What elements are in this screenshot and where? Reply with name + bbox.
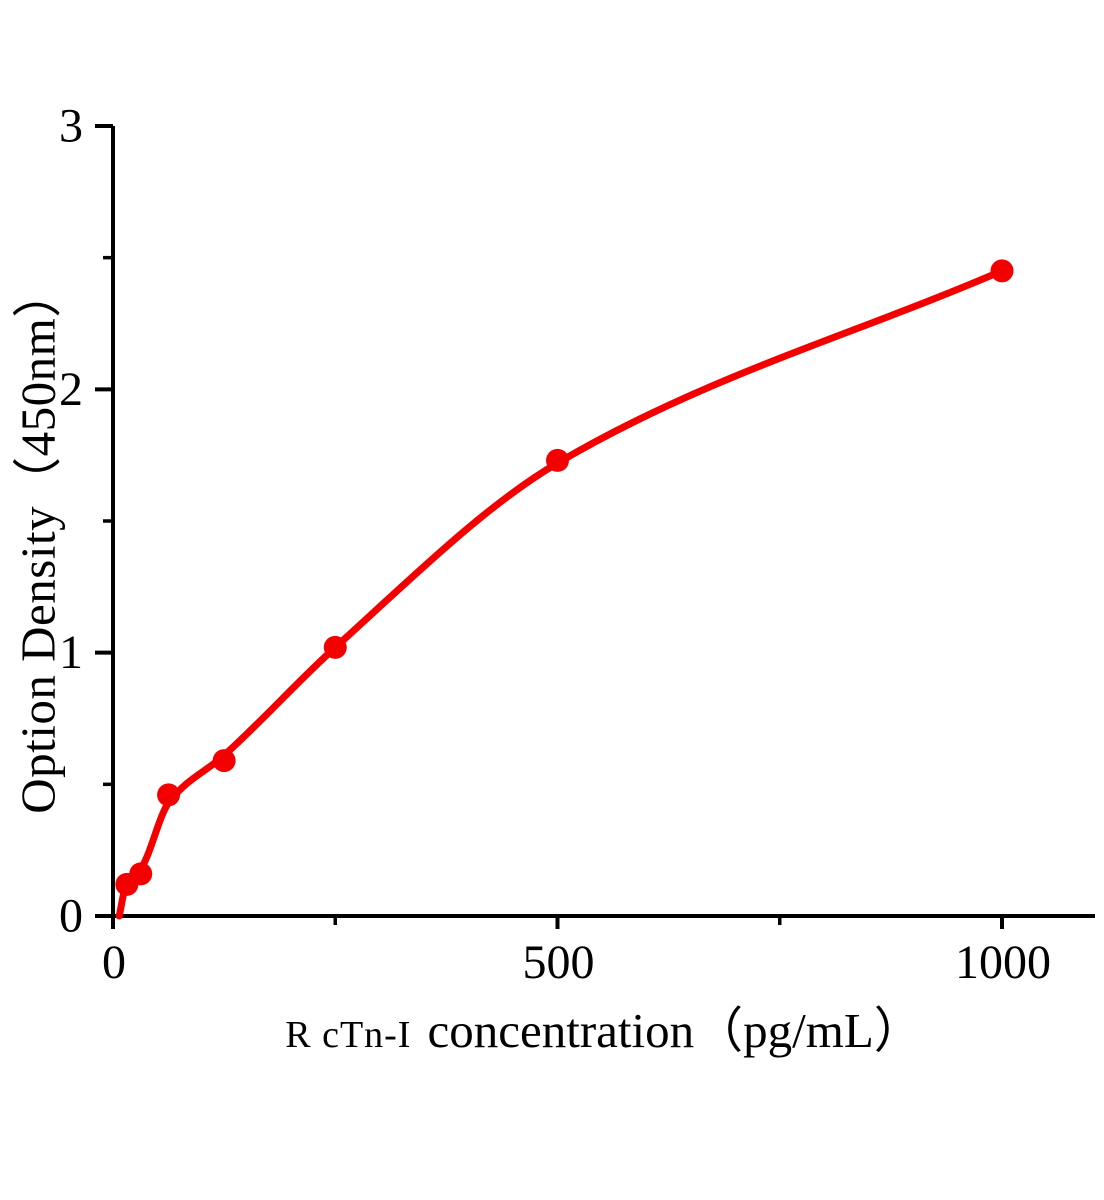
y-tick-label: 1 bbox=[59, 626, 83, 679]
data-point bbox=[990, 259, 1014, 283]
x-tick-label: 1000 bbox=[955, 936, 1051, 989]
fit-curve bbox=[115, 267, 1006, 920]
y-tick-label: 2 bbox=[59, 363, 83, 416]
data-point bbox=[212, 749, 236, 773]
x-tick-label: 0 bbox=[102, 936, 126, 989]
x-axis-title-units: concentration（pg/mL） bbox=[427, 1003, 923, 1058]
data-point bbox=[157, 783, 181, 807]
y-tick-label: 3 bbox=[59, 100, 83, 153]
y-axis-title: Option Density（450nm） bbox=[10, 268, 66, 814]
x-axis-title: R cTn-I concentration（pg/mL） bbox=[285, 991, 923, 1062]
data-point bbox=[546, 448, 569, 472]
x-axis-title-analyte: R cTn-I bbox=[285, 1014, 412, 1056]
x-tick-label: 500 bbox=[523, 936, 595, 989]
y-tick-label: 0 bbox=[59, 890, 83, 943]
data-point bbox=[129, 862, 153, 886]
data-point bbox=[323, 635, 347, 659]
